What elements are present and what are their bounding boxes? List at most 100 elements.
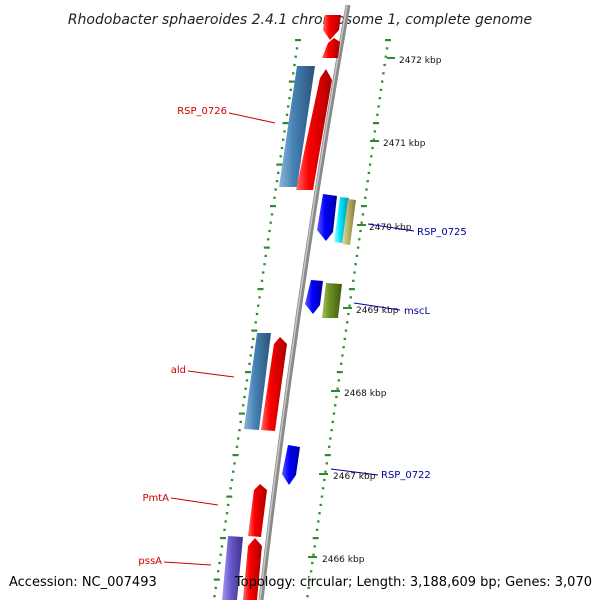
tick-dot bbox=[354, 263, 357, 266]
gene-feature-pssa-purple[interactable] bbox=[222, 536, 243, 600]
tick-dot bbox=[371, 146, 374, 150]
tick-dot bbox=[226, 495, 233, 498]
gene-feature-red-top[interactable] bbox=[323, 15, 341, 40]
tick-dot bbox=[311, 561, 314, 565]
tick-dot bbox=[381, 80, 384, 83]
kbp-label: 2472 kbp bbox=[399, 56, 442, 66]
tick-dot bbox=[323, 478, 326, 482]
gene-label-text[interactable]: pssA bbox=[138, 556, 162, 567]
tick-dot bbox=[306, 595, 309, 598]
tick-dot bbox=[309, 570, 313, 573]
tick-dot bbox=[224, 520, 227, 523]
tick-dot bbox=[346, 321, 349, 324]
gene-feature-blue-b[interactable] bbox=[305, 280, 323, 314]
tick-dot bbox=[245, 379, 249, 382]
tick-dot bbox=[320, 495, 324, 498]
gene-label-rsp0725[interactable]: RSP_0725 bbox=[367, 223, 467, 238]
tick-dot bbox=[230, 478, 234, 482]
tick-dot bbox=[264, 254, 267, 257]
tick-dot bbox=[336, 387, 339, 390]
gene-feature-ald-steel[interactable] bbox=[244, 333, 271, 430]
gene-label-text[interactable]: PmtA bbox=[142, 493, 169, 504]
gene-feature-pmta-red[interactable] bbox=[248, 484, 267, 537]
gene-feature-ald-red[interactable] bbox=[261, 337, 287, 431]
tick-dot bbox=[280, 146, 284, 150]
gene-label-text[interactable]: RSP_0722 bbox=[381, 470, 431, 481]
genome-backbone-highlight bbox=[259, 4, 348, 600]
gene-feature-olive[interactable] bbox=[322, 283, 342, 318]
gene-feature-cyan[interactable] bbox=[334, 197, 349, 243]
tick-dot bbox=[257, 304, 260, 307]
gene-label-rsp0726[interactable]: RSP_0726 bbox=[177, 106, 276, 124]
tick-dot bbox=[275, 180, 279, 183]
tick-dot bbox=[219, 553, 222, 556]
tick-dot bbox=[242, 404, 245, 407]
tick-dot bbox=[220, 545, 224, 548]
tick-dot bbox=[368, 163, 372, 166]
tick-dot bbox=[292, 72, 295, 75]
kbp-label: 2468 kbp bbox=[344, 389, 387, 399]
tick-dot bbox=[249, 354, 252, 357]
tick-dot bbox=[378, 97, 381, 100]
gene-label-pmta[interactable]: PmtA bbox=[142, 493, 219, 506]
tick-dot bbox=[262, 271, 265, 274]
tick-dot bbox=[270, 213, 274, 216]
tick-dot bbox=[218, 561, 221, 565]
tick-dot bbox=[294, 55, 297, 58]
gene-label-text[interactable]: mscL bbox=[404, 306, 430, 317]
tick-dot bbox=[332, 412, 336, 415]
tick-dot bbox=[237, 437, 240, 440]
tick-dot bbox=[359, 229, 362, 233]
map-title: Rhodobacter sphaeroides 2.4.1 chromosome… bbox=[68, 12, 532, 28]
tick-dot bbox=[331, 420, 334, 423]
tick-dot bbox=[307, 586, 310, 589]
tick-dot bbox=[282, 138, 285, 141]
kbp-label: 2466 kbp bbox=[322, 555, 365, 565]
gene-feature-blue-c[interactable] bbox=[282, 445, 300, 485]
tick-dot bbox=[329, 437, 332, 440]
gene-label-text[interactable]: ald bbox=[171, 365, 186, 376]
gene-feature-pssa-red[interactable] bbox=[243, 538, 262, 600]
kbp-tick-2472: 2472 kbp bbox=[387, 56, 442, 66]
gene-label-ald[interactable]: ald bbox=[171, 365, 235, 378]
tick-dot bbox=[324, 454, 331, 457]
gene-label-pssa[interactable]: pssA bbox=[138, 556, 212, 567]
tick-dot bbox=[243, 395, 246, 399]
tick-dot bbox=[367, 171, 371, 174]
outer-tick-ring bbox=[213, 39, 301, 598]
kbp-label: 2470 kbp bbox=[369, 223, 412, 233]
tick-dot bbox=[276, 163, 283, 166]
tick-dot bbox=[348, 304, 351, 307]
gene-feature-rsp0726-steel[interactable] bbox=[279, 66, 315, 187]
tick-dot bbox=[232, 470, 235, 473]
tick-dot bbox=[313, 545, 316, 548]
tick-dot bbox=[358, 238, 361, 241]
tick-dot bbox=[238, 429, 241, 432]
tick-dot bbox=[347, 312, 350, 316]
tick-dot bbox=[238, 412, 245, 415]
gene-label-rsp0722[interactable]: RSP_0722 bbox=[330, 468, 431, 481]
tick-dot bbox=[244, 387, 247, 390]
gene-label-mscl[interactable]: mscL bbox=[353, 302, 430, 317]
inner-tick-ring bbox=[306, 39, 391, 598]
tick-dot bbox=[267, 238, 270, 241]
tick-dot bbox=[353, 271, 356, 274]
tick-dot bbox=[340, 362, 343, 365]
gene-label-text[interactable]: RSP_0725 bbox=[417, 227, 467, 238]
gene-feature-rsp0726-red[interactable] bbox=[296, 69, 332, 190]
tick-dot bbox=[348, 288, 355, 291]
tick-dot bbox=[263, 246, 270, 249]
tick-dot bbox=[315, 528, 319, 531]
tick-dot bbox=[343, 337, 346, 340]
tick-dot bbox=[213, 578, 220, 581]
gene-label-text[interactable]: RSP_0726 bbox=[177, 106, 227, 117]
tick-dot bbox=[263, 263, 266, 266]
gene-feature-khaki[interactable] bbox=[342, 199, 356, 245]
kbp-tick-2466: 2466 kbp bbox=[308, 555, 365, 565]
gene-feature-red-top-2[interactable] bbox=[322, 38, 340, 58]
gene-feature-blue-a[interactable] bbox=[317, 194, 337, 241]
gene-labels-left: RSP_0726 ald PmtA pssA bbox=[138, 106, 276, 567]
tick-dot bbox=[325, 462, 328, 465]
tick-dot bbox=[328, 445, 331, 448]
tick-dot bbox=[217, 570, 220, 573]
